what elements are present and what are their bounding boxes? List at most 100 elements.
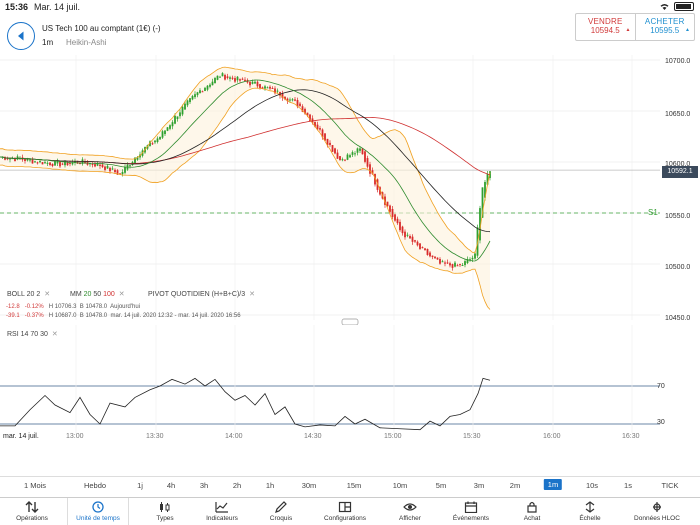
price-label: 10500.0 xyxy=(665,264,690,271)
candle-body xyxy=(226,76,229,79)
candle-body xyxy=(29,159,31,161)
timeframe-option[interactable]: 1s xyxy=(624,481,632,490)
toolbar-label: Afficher xyxy=(399,515,421,522)
candle-body xyxy=(301,106,304,112)
toolbar-label: Unité de temps xyxy=(76,515,120,522)
candle-body xyxy=(66,162,69,166)
timeframe-option[interactable]: 3h xyxy=(199,481,209,490)
timeframe-label: 1m xyxy=(42,38,54,47)
toolbar-pencil-button[interactable]: Croquis xyxy=(250,498,312,525)
candle-body xyxy=(461,265,464,267)
bollinger-lower-line xyxy=(0,87,491,310)
buy-button[interactable]: ACHETER 10595.5 ▲ xyxy=(636,14,695,40)
toolbar-eye-button[interactable]: Afficher xyxy=(379,498,441,525)
candle-body xyxy=(106,165,109,169)
buy-price: 10595.5 xyxy=(650,26,680,35)
price-chart[interactable]: 10700.0 10650.0 10600.0 10550.0 10500.0 … xyxy=(0,55,700,325)
timeframe-option[interactable]: 1 Mois xyxy=(23,481,47,490)
candle-body xyxy=(116,170,119,175)
candle-body xyxy=(351,152,354,155)
candle-body xyxy=(269,86,271,89)
current-price-tag: 10592.1 xyxy=(662,166,698,178)
remove-pivot-icon[interactable]: ✕ xyxy=(249,291,255,298)
price-label: 10600.0 xyxy=(665,161,690,168)
ohlc-data-icon xyxy=(653,502,661,512)
remove-rsi-icon[interactable]: ✕ xyxy=(51,331,58,338)
remove-mm-icon[interactable]: ✕ xyxy=(118,291,125,298)
price-label: 10450.0 xyxy=(665,315,690,322)
toolbar-operations-button[interactable]: Opérations xyxy=(1,498,63,525)
sell-label: VENDRE xyxy=(587,17,623,26)
time-label: 14:30 xyxy=(304,433,322,440)
timeframe-option[interactable]: 1h xyxy=(265,481,275,490)
timeframe-option[interactable]: 10m xyxy=(392,481,408,490)
back-button[interactable] xyxy=(7,22,35,50)
candle-body xyxy=(151,143,154,145)
candle-body xyxy=(41,162,44,165)
timeframe-option[interactable]: Hebdo xyxy=(83,481,107,490)
candle-body xyxy=(89,163,91,165)
candle-body xyxy=(34,161,36,163)
sell-button[interactable]: VENDRE 10594.5 ▲ xyxy=(576,14,636,40)
timeframe-option[interactable]: 1m xyxy=(543,479,563,490)
candle-body xyxy=(404,231,406,238)
sell-price: 10594.5 xyxy=(590,26,620,35)
candle-body xyxy=(401,226,404,234)
toolbar-candle-types-button[interactable]: Types xyxy=(134,498,196,525)
toolbar-layout-button[interactable]: Configurations xyxy=(314,498,376,525)
candle-body xyxy=(211,81,214,86)
toolbar-scale-button[interactable]: Échelle xyxy=(559,498,621,525)
time-label: 15:30 xyxy=(463,433,481,440)
candle-body xyxy=(221,73,224,77)
candle-body xyxy=(6,158,9,160)
candle-body xyxy=(424,248,426,251)
timeframe-option[interactable]: 15m xyxy=(346,481,362,490)
status-icons xyxy=(659,2,694,11)
price-label: 10700.0 xyxy=(665,58,690,65)
remove-boll-icon[interactable]: ✕ xyxy=(44,291,51,298)
toolbar-label: Opérations xyxy=(16,515,48,522)
toolbar-clock-button[interactable]: Unité de temps xyxy=(67,498,129,525)
price-label: 10650.0 xyxy=(665,111,690,118)
toolbar-label: Échelle xyxy=(579,515,601,522)
timeframe-option[interactable]: 30m xyxy=(301,481,317,490)
candle-body xyxy=(361,148,364,155)
candle-body xyxy=(464,261,466,266)
candle-body xyxy=(186,100,189,106)
candle-body xyxy=(54,160,56,166)
timeframe-option[interactable]: 2h xyxy=(232,481,242,490)
timeframe-option[interactable]: 4h xyxy=(166,481,176,490)
rsi-chart[interactable]: 70 30 xyxy=(0,325,700,433)
rsi-grid xyxy=(0,325,660,433)
pane-resize-handle[interactable] xyxy=(341,318,359,325)
candle-body xyxy=(244,79,246,82)
timeframe-option[interactable]: 2m xyxy=(509,481,521,490)
timeframe-option[interactable]: 3m xyxy=(473,481,485,490)
candle-body xyxy=(166,127,169,131)
toolbar-ohlc-data-button[interactable]: Données HLOC xyxy=(626,498,688,525)
timeframe-option[interactable]: 5m xyxy=(435,481,447,490)
timeframe-option[interactable]: TICK xyxy=(661,481,679,490)
toolbar-calendar-button[interactable]: Événements xyxy=(440,498,502,525)
candle-body xyxy=(71,162,74,165)
candle-body xyxy=(69,162,71,164)
toolbar-indicators-button[interactable]: Indicateurs xyxy=(191,498,253,525)
timeframe-option[interactable]: 1j xyxy=(137,481,143,490)
toolbar-buy-button[interactable]: Achat xyxy=(501,498,563,525)
candle-body xyxy=(234,78,236,82)
candle-body xyxy=(176,116,179,120)
candle-body xyxy=(276,90,279,92)
timeframe-option[interactable]: 10s xyxy=(585,481,599,490)
candle-body xyxy=(14,158,16,162)
candle-body xyxy=(481,187,484,218)
candle-body xyxy=(439,258,441,264)
candle-body xyxy=(249,81,251,86)
chart-type-label: Heikin-Ashi xyxy=(66,38,107,47)
candle-body xyxy=(466,259,469,264)
candle-body xyxy=(241,78,244,80)
candle-body xyxy=(399,221,401,231)
candle-body xyxy=(456,265,459,267)
legend-pivot: PIVOT QUOTIDIEN (H+B+C)/3 ✕ xyxy=(148,291,255,298)
candle-body xyxy=(324,133,326,141)
candle-body xyxy=(334,148,336,154)
